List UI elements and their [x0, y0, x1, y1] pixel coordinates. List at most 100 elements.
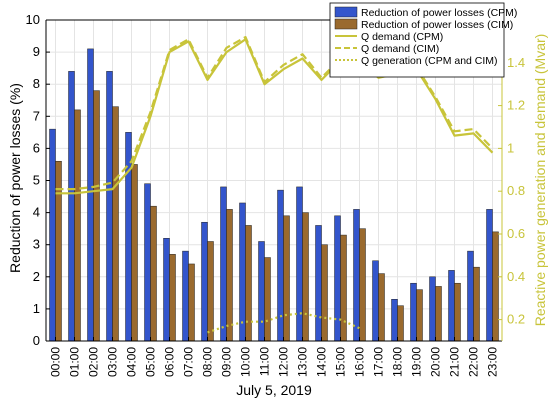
- x-tick-label: 20:00: [429, 347, 443, 377]
- x-tick-label: 16:00: [353, 347, 367, 377]
- bar-cpm: [467, 250, 474, 342]
- x-tick-label: 00:00: [49, 347, 63, 377]
- bar-cpm: [334, 215, 341, 342]
- x-tick-label: 17:00: [372, 347, 386, 377]
- bar-cim: [283, 215, 290, 342]
- y-right-tick-label: 1.2: [507, 98, 525, 113]
- x-tick-label: 12:00: [277, 347, 291, 377]
- y-right-tick-label: 0.8: [507, 183, 525, 198]
- bar-cim: [397, 305, 404, 342]
- bars-layer: [49, 48, 499, 342]
- x-tick-label: 05:00: [144, 347, 158, 377]
- bar-cpm: [429, 276, 436, 342]
- y-left-tick-label: 0: [33, 333, 40, 348]
- bar-cpm: [410, 282, 417, 342]
- bar-cpm: [258, 241, 265, 342]
- bar-cpm: [391, 299, 398, 342]
- legend-label: Q generation (CPM and CIM): [361, 55, 498, 67]
- y-left-tick-label: 7: [33, 108, 40, 123]
- y-left-tick-label: 1: [33, 301, 40, 316]
- legend-label: Reduction of power losses (CPM): [361, 7, 517, 19]
- x-tick-label: 06:00: [163, 347, 177, 377]
- legend-label: Q demand (CPM): [361, 31, 443, 43]
- y-right-tick-label: 0.2: [507, 312, 525, 327]
- x-tick-label: 10:00: [239, 347, 253, 377]
- line-series-dotted: [207, 312, 360, 334]
- bar-cim: [169, 254, 176, 342]
- bar-cpm: [182, 250, 189, 342]
- x-tick-label: 09:00: [220, 347, 234, 377]
- bar-cpm: [144, 183, 151, 342]
- x-tick-label: 07:00: [182, 347, 196, 377]
- x-tick-label: 15:00: [334, 347, 348, 377]
- bar-cpm: [106, 71, 113, 342]
- y-right-tick-label: 0.6: [507, 226, 525, 241]
- bar-cpm: [125, 132, 132, 342]
- bar-cpm: [353, 209, 360, 342]
- x-tick-label: 21:00: [448, 347, 462, 377]
- bar-cim: [435, 286, 442, 342]
- y-left-tick-label: 5: [33, 173, 40, 188]
- legend-label: Reduction of power losses (CIM): [361, 19, 513, 31]
- y-left-tick-label: 8: [33, 76, 40, 91]
- axes-layer: 0 1 2 3 4 5 6 7 8 9 10 00:00 01:00 02:00 03:00 04:00 05:…: [26, 12, 526, 377]
- bar-cim: [131, 164, 138, 342]
- bar-cpm: [296, 186, 303, 342]
- x-tick-label: 14:00: [315, 347, 329, 377]
- y-left-tick-label: 4: [33, 205, 40, 220]
- x-tick-label: 04:00: [125, 347, 139, 377]
- x-axis-label: July 5, 2019: [236, 382, 312, 398]
- y-left-tick-label: 2: [33, 269, 40, 284]
- bar-cpm: [49, 128, 56, 342]
- y-left-tick-label: 6: [33, 140, 40, 155]
- bar-cpm: [201, 221, 208, 342]
- bar-cim: [359, 228, 366, 342]
- bar-cim: [378, 273, 385, 342]
- x-tick-label: 13:00: [296, 347, 310, 377]
- bar-cpm: [68, 71, 75, 342]
- bar-cim: [302, 212, 309, 342]
- bar-cim: [226, 209, 233, 342]
- bar-cpm: [163, 238, 170, 342]
- x-tick-label: 08:00: [201, 347, 215, 377]
- bar-cim: [340, 234, 347, 342]
- x-tick-label: 11:00: [258, 347, 272, 376]
- bar-cpm: [277, 189, 284, 342]
- x-tick-label: 22:00: [467, 347, 481, 377]
- bar-cpm: [315, 225, 322, 342]
- legend-label: Q demand (CIM): [361, 43, 439, 55]
- x-tick-label: 18:00: [391, 347, 405, 377]
- bar-cim: [188, 263, 195, 342]
- bar-cpm: [486, 209, 493, 342]
- bar-cim: [112, 106, 119, 342]
- x-tick-label: 01:00: [68, 347, 82, 377]
- bar-cim: [321, 244, 328, 342]
- y-right-tick-label: 0.4: [507, 269, 525, 284]
- x-tick-label: 02:00: [87, 347, 101, 377]
- bar-cim: [93, 90, 100, 342]
- y-left-tick-label: 9: [33, 44, 40, 59]
- x-tick-label: 23:00: [486, 347, 500, 377]
- bar-cim: [207, 241, 214, 342]
- legend-swatch-bar: [334, 18, 358, 30]
- x-tick-label: 19:00: [410, 347, 424, 377]
- bar-cim: [74, 109, 81, 342]
- y-left-tick-label: 3: [33, 237, 40, 252]
- bar-cim: [264, 257, 271, 342]
- bar-cpm: [220, 186, 227, 342]
- bar-cim: [245, 225, 252, 342]
- y-axis-left-label: Reduction of power losses (%): [7, 83, 23, 273]
- legend-swatch-bar: [334, 6, 358, 18]
- legend: Reduction of power losses (CPM)Reduction…: [329, 2, 517, 78]
- x-tick-label: 03:00: [106, 347, 120, 377]
- y-right-tick-label: 1: [507, 140, 514, 155]
- y-left-tick-label: 10: [26, 12, 40, 27]
- bar-cim: [492, 231, 499, 342]
- bar-cpm: [448, 270, 455, 342]
- bar-cim: [473, 266, 480, 342]
- bar-cpm: [87, 48, 94, 342]
- bar-cpm: [372, 260, 379, 342]
- y-axis-right-label: Reactive power generation and demand (Mv…: [532, 34, 548, 327]
